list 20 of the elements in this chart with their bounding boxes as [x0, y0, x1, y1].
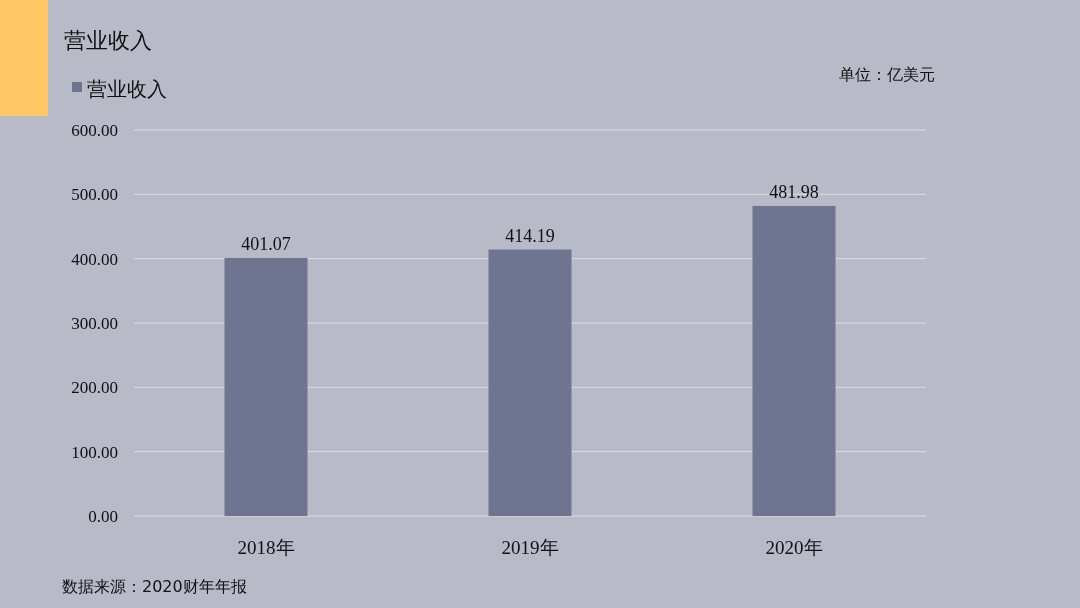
x-tick-label: 2019年	[501, 537, 559, 558]
y-tick-label: 300.00	[71, 314, 118, 333]
y-tick-label: 600.00	[71, 121, 118, 140]
y-tick-label: 500.00	[71, 185, 118, 205]
bar	[488, 249, 572, 516]
bar	[224, 257, 308, 516]
legend-label: 营业收入	[87, 77, 167, 101]
source-note: 数据来源：2020财年年报	[62, 577, 247, 596]
y-tick-label: 100.00	[71, 442, 118, 462]
y-tick-label: 200.00	[71, 378, 118, 398]
data-label: 401.07	[241, 233, 291, 254]
chart-title: 营业收入	[64, 28, 152, 53]
x-tick-label: 2020年	[765, 537, 823, 558]
bar	[752, 205, 836, 516]
y-tick-label: 0.00	[88, 507, 118, 526]
data-label: 414.19	[505, 225, 555, 246]
y-axis-title: 单位：亿美元	[839, 65, 935, 84]
x-tick-label: 2018年	[237, 537, 295, 558]
data-label: 481.98	[769, 181, 819, 202]
y-tick-label: 400.00	[71, 249, 118, 269]
